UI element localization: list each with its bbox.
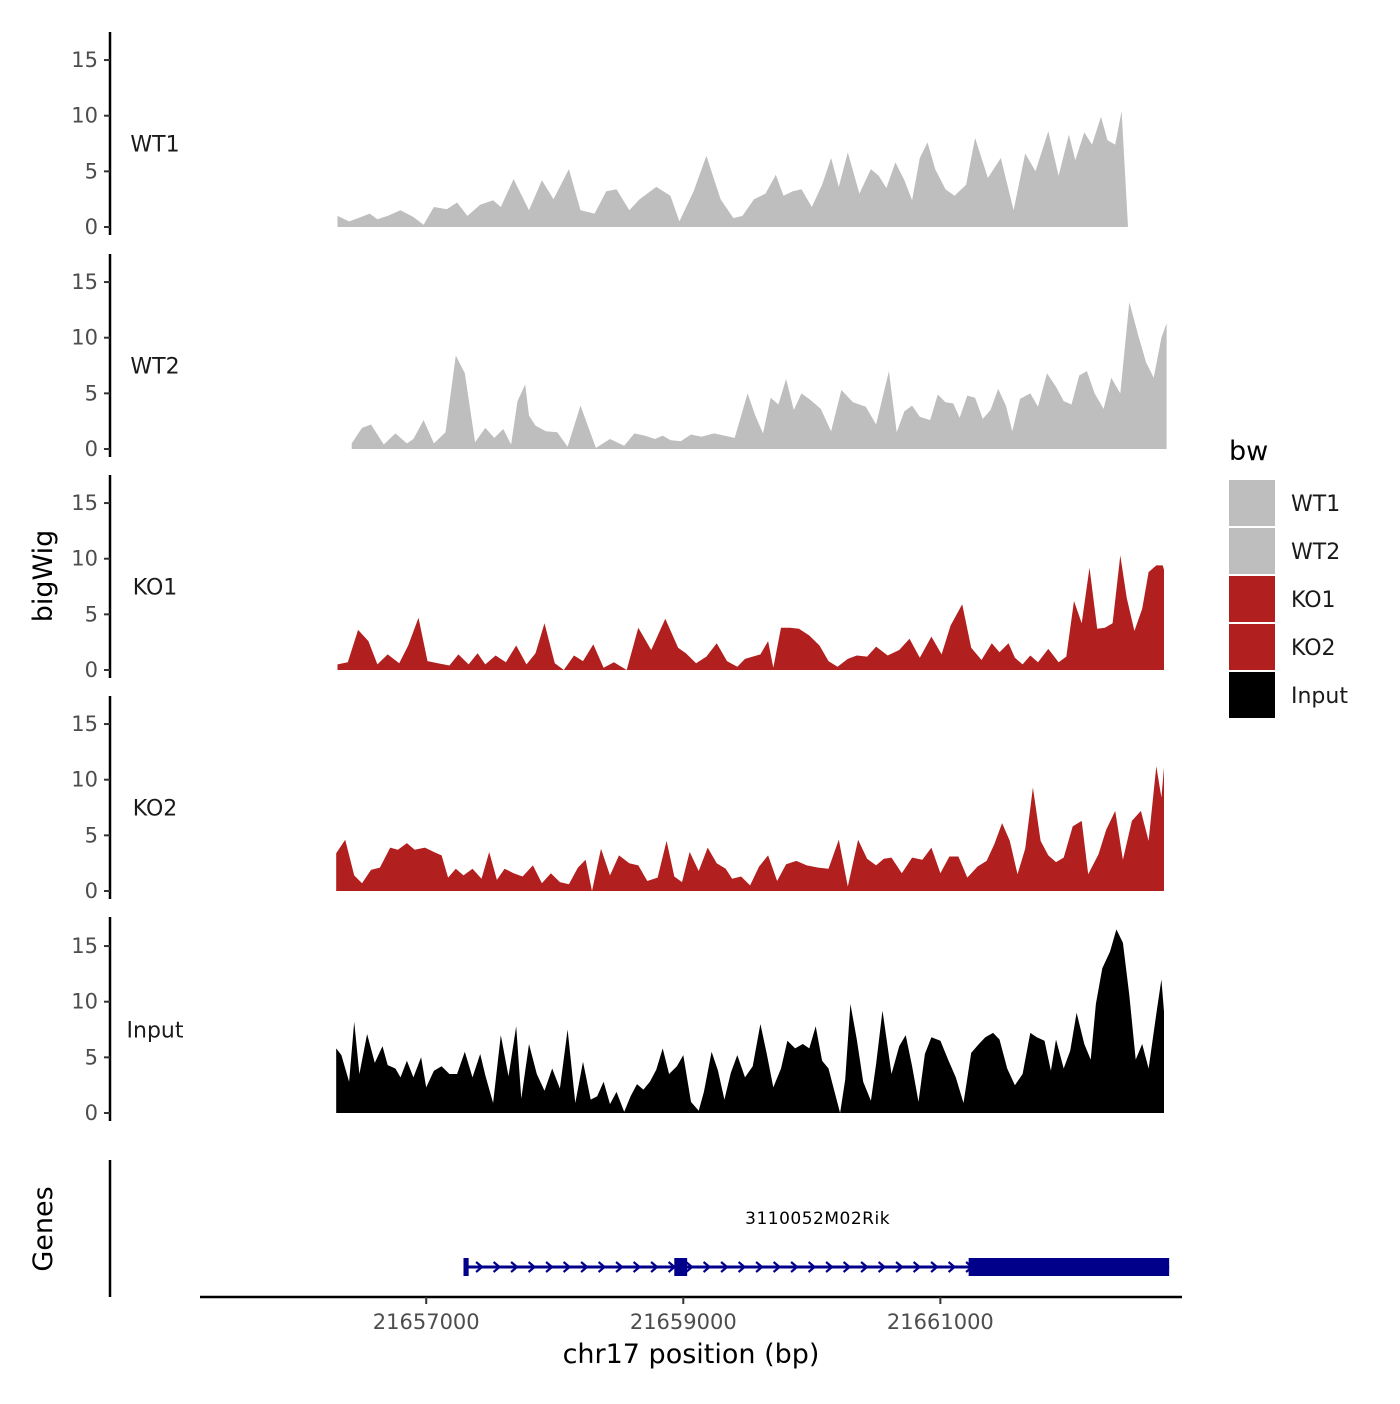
track-label-wt2: WT2 [130,355,179,380]
gene-exon [674,1258,688,1276]
y-tick-label: 15 [71,934,98,958]
coverage-area-ko2 [336,766,1164,891]
legend-title: bw [1229,436,1268,467]
coverage-area-input [336,929,1164,1113]
y-tick-label: 10 [71,104,98,128]
x-tick-label: 21657000 [373,1310,480,1334]
strand-arrow-icon [860,1261,869,1273]
y-tick-label: 5 [85,1045,98,1069]
y-tick-label: 15 [71,712,98,736]
y-tick-label: 0 [85,437,98,461]
coverage-area-ko1 [337,555,1164,670]
legend-label: WT2 [1291,540,1340,565]
gene-name-label: 3110052M02Rik [745,1209,890,1229]
strand-arrow-icon [615,1261,624,1273]
strand-arrow-icon [825,1261,834,1273]
strand-arrow-icon [895,1261,904,1273]
genes-layer: Genes 3110052M02Rik [28,1160,1170,1297]
legend-label: Input [1291,684,1348,709]
legend-swatch [1229,528,1275,574]
y-tick-label: 5 [85,159,98,183]
y-tick-label: 0 [85,215,98,239]
coverage-area-wt1 [337,111,1164,227]
track-label-ko1: KO1 [133,576,178,601]
strand-arrow-icon [720,1261,729,1273]
strand-arrow-icon [510,1261,519,1273]
x-tick-label: 21659000 [630,1310,737,1334]
strand-arrow-icon [527,1261,537,1273]
y-tick-label: 15 [71,270,98,294]
legend: bw WT1 WT2 KO1 KO2 Input [1229,436,1348,718]
strand-arrow-icon [930,1261,939,1273]
genes-axis-title: Genes [28,1186,59,1271]
y-tick-label: 15 [71,491,98,515]
legend-swatch [1229,672,1275,718]
y-tick-label: 5 [85,602,98,626]
strand-arrow-icon [772,1261,782,1273]
gene-exon [463,1258,469,1276]
strand-arrow-icon [807,1261,817,1273]
strand-arrow-icon [632,1261,642,1273]
x-axis-title: chr17 position (bp) [563,1339,820,1370]
y-tick-label: 0 [85,879,98,903]
legend-item-input: Input [1229,672,1348,718]
track-wt1: 0 5 10 15 WT1 [71,32,1164,239]
y-tick-label: 5 [85,823,98,847]
y-tick-label: 10 [71,990,98,1014]
legend-item-wt2: WT2 [1229,528,1340,574]
y-tick-label: 10 [71,768,98,792]
y-tick-label: 0 [85,1101,98,1125]
strand-arrow-icon [912,1261,922,1273]
y-tick-label: 10 [71,547,98,571]
x-tick-label: 21661000 [887,1310,994,1334]
strand-arrow-icon [755,1261,764,1273]
track-input: 0 5 10 15 Input [71,917,1164,1125]
legend-swatch [1229,624,1275,670]
y-tick-label: 15 [71,48,98,72]
gene-model: 3110052M02Rik [463,1209,1170,1276]
strand-arrow-icon [597,1261,607,1273]
legend-swatch [1229,576,1275,622]
legend-item-ko2: KO2 [1229,624,1336,670]
strand-arrow-icon [790,1261,799,1273]
y-tick-label: 0 [85,658,98,682]
strand-arrow-icon [947,1261,957,1273]
strand-arrow-icon [842,1261,852,1273]
strand-arrow-icon [737,1261,747,1273]
legend-swatch [1229,480,1275,526]
legend-item-ko1: KO1 [1229,576,1336,622]
strand-arrow-icon [650,1261,659,1273]
strand-arrow-icon [562,1261,572,1273]
x-axis: 21657000 21659000 21661000 chr17 position (… [200,1295,1182,1370]
y-axis-title: bigWig [28,530,59,623]
legend-label: KO1 [1291,588,1336,613]
track-ko2: 0 5 10 15 KO2 [71,696,1164,903]
strand-arrow-icon [580,1261,589,1273]
legend-item-wt1: WT1 [1229,480,1340,526]
strand-arrow-icon [685,1261,694,1273]
y-tick-label: 10 [71,326,98,350]
y-tick-label: 5 [85,381,98,405]
strand-arrow-icon [492,1261,502,1273]
tracks-layer: 0 5 10 15 WT1 0 5 10 15 WT2 0 5 10 15 KO1 0 5 10 15 KO2 0 5 10… [28,32,1167,1125]
strand-arrow-icon [475,1261,484,1273]
strand-arrow-icon [702,1261,712,1273]
track-ko1: 0 5 10 15 KO1 [71,475,1164,682]
track-label-wt1: WT1 [130,133,179,158]
strand-arrow-icon [545,1261,554,1273]
track-label-input: Input [127,1019,184,1044]
track-wt2: 0 5 10 15 WT2 [71,254,1167,461]
track-label-ko2: KO2 [133,797,178,822]
strand-arrow-icon [877,1261,887,1273]
gene-exon [968,1258,1170,1276]
legend-label: KO2 [1291,636,1336,661]
coverage-area-wt2 [351,302,1167,449]
legend-label: WT1 [1291,492,1340,517]
